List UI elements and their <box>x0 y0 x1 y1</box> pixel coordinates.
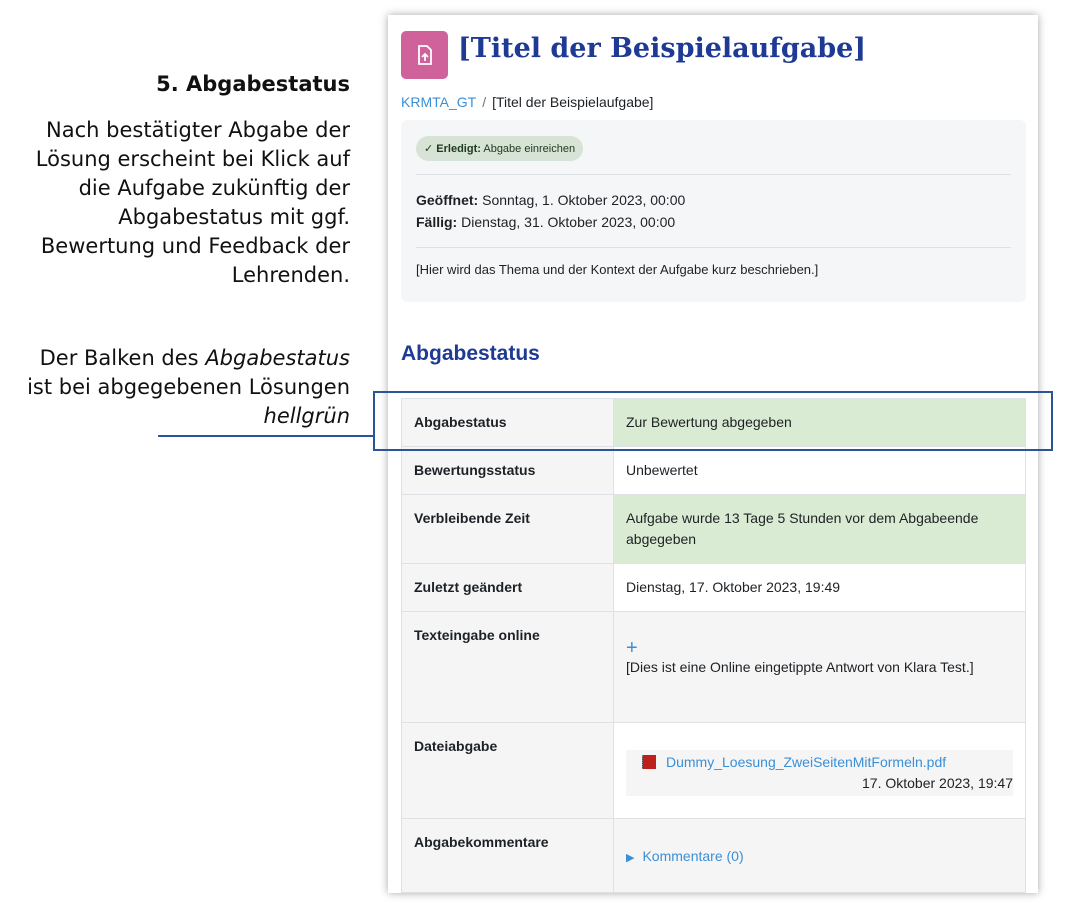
row-value: Zur Bewertung abgegeben <box>613 398 1026 447</box>
row-label: Abgabestatus <box>401 398 614 447</box>
note-em: Abgabestatus <box>205 346 350 370</box>
pdf-icon <box>642 755 656 769</box>
breadcrumb: KRMTA_GT / [Titel der Beispielaufgabe] <box>401 94 654 110</box>
dates: Geöffnet: Sonntag, 1. Oktober 2023, 00:0… <box>416 189 1011 233</box>
status-heading: Abgabestatus <box>401 342 540 365</box>
annotation-connector <box>158 435 374 437</box>
table-row: Abgabekommentare ▶ Kommentare (0) <box>401 818 1026 893</box>
completion-label: Erledigt: <box>436 143 481 155</box>
row-label: Bewertungsstatus <box>401 446 614 495</box>
due-label: Fällig: <box>416 214 458 230</box>
note-text: Der Balken des <box>39 346 206 370</box>
breadcrumb-current: [Titel der Beispielaufgabe] <box>492 94 654 110</box>
row-value: Unbewertet <box>613 446 1026 495</box>
due-date: Dienstag, 31. Oktober 2023, 00:00 <box>461 214 676 230</box>
row-label: Texteingabe online <box>401 611 614 723</box>
comments-label: Kommentare (0) <box>642 848 744 864</box>
table-row: Dateiabgabe Dummy_Loesung_ZweiSeitenMitFo… <box>401 722 1026 819</box>
opened-label: Geöffnet: <box>416 192 479 208</box>
online-text: [Dies ist eine Online eingetippte Antwor… <box>626 659 974 675</box>
page-header: [Titel der Beispielaufgabe] <box>401 31 866 79</box>
expand-plus-icon[interactable]: + <box>626 637 638 659</box>
row-value: ▶ Kommentare (0) <box>613 818 1026 893</box>
comments-toggle[interactable]: ▶ Kommentare (0) <box>626 846 1013 869</box>
file-link[interactable]: Dummy_Loesung_ZweiSeitenMitFormeln.pdf <box>666 754 947 770</box>
row-label: Zuletzt geändert <box>401 563 614 612</box>
opened-date: Sonntag, 1. Oktober 2023, 00:00 <box>482 192 686 208</box>
row-value: Aufgabe wurde 13 Tage 5 Stunden vor dem … <box>613 494 1026 564</box>
caret-right-icon: ▶ <box>626 852 635 864</box>
row-label: Dateiabgabe <box>401 722 614 819</box>
breadcrumb-course-link[interactable]: KRMTA_GT <box>401 94 477 110</box>
assignment-upload-icon <box>401 31 448 79</box>
note-em: hellgrün <box>263 404 350 428</box>
note-text: ist bei abgegebenen Lösungen <box>27 375 350 399</box>
highlight-box <box>373 391 1053 451</box>
row-value: + [Dies ist eine Online eingetippte Antwo… <box>613 611 1026 723</box>
row-label: Abgabekommentare <box>401 818 614 893</box>
table-row: Verbleibende Zeit Aufgabe wurde 13 Tage 5… <box>401 494 1026 564</box>
screenshot-panel: [Titel der Beispielaufgabe] KRMTA_GT / [Ti… <box>388 15 1038 893</box>
completion-text: Abgabe einreichen <box>483 143 576 155</box>
row-value: Dienstag, 17. Oktober 2023, 19:49 <box>613 563 1026 612</box>
description: [Hier wird das Thema und der Kontext der… <box>416 262 819 277</box>
file-entry: Dummy_Loesung_ZweiSeitenMitFormeln.pdf 17… <box>626 750 1013 796</box>
table-row: Zuletzt geändert Dienstag, 17. Oktober 20… <box>401 563 1026 612</box>
table-row: Texteingabe online + [Dies ist eine Online… <box>401 611 1026 723</box>
file-date: 17. Oktober 2023, 19:47 <box>862 775 1013 791</box>
table-row: Abgabestatus Zur Bewertung abgegeben <box>401 398 1026 447</box>
row-label: Verbleibende Zeit <box>401 494 614 564</box>
status-table: Abgabestatus Zur Bewertung abgegeben Bewe… <box>401 398 1026 893</box>
row-value: Dummy_Loesung_ZweiSeitenMitFormeln.pdf 17… <box>613 722 1026 819</box>
annotation-body: Nach bestätigter Abgabe der Lösung ersch… <box>35 118 350 287</box>
completion-badge: ✓ Erledigt: Abgabe einreichen <box>416 136 584 161</box>
annotation-note: Der Balken des Abgabestatus ist bei abge… <box>10 344 350 431</box>
check-icon: ✓ <box>424 143 437 155</box>
page-title: [Titel der Beispielaufgabe] <box>458 32 867 64</box>
table-row: Bewertungsstatus Unbewertet <box>401 446 1026 495</box>
activity-info: ✓ Erledigt: Abgabe einreichen Geöffnet: … <box>401 120 1026 302</box>
annotation-title: 5. Abgabestatus <box>156 72 350 96</box>
